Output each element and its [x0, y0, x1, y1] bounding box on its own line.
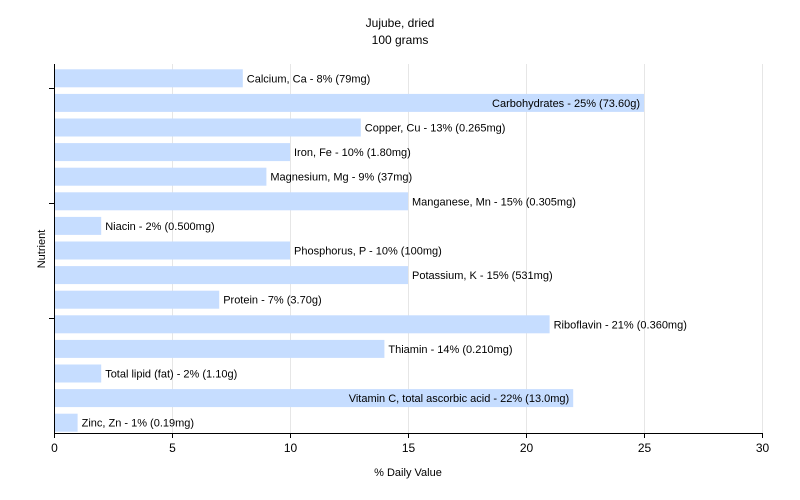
x-axis-label: % Daily Value [374, 467, 442, 479]
bar-label: Protein - 7% (3.70g) [223, 295, 321, 307]
bar-label: Zinc, Zn - 1% (0.19mg) [82, 418, 194, 430]
bar [55, 364, 102, 383]
bar [55, 241, 290, 260]
bar [55, 339, 385, 358]
bar [55, 266, 408, 285]
bar-label: Magnesium, Mg - 9% (37mg) [270, 172, 412, 184]
bar-label: Potassium, K - 15% (531mg) [412, 270, 553, 282]
bar-label: Thiamin - 14% (0.210mg) [388, 344, 512, 356]
bar-label: Copper, Cu - 13% (0.265mg) [365, 123, 506, 135]
chart-subtitle: 100 grams [371, 33, 429, 47]
bar [55, 315, 550, 334]
bar [55, 93, 644, 112]
bar [55, 143, 290, 162]
x-tick-label: 25 [638, 441, 652, 455]
bar [55, 192, 408, 211]
x-tick-label: 30 [756, 441, 770, 455]
x-tick-label: 5 [169, 441, 176, 455]
bar [55, 389, 574, 408]
y-axis-label: Nutrient [36, 230, 48, 269]
x-tick-label: 15 [402, 441, 416, 455]
bar-label: Total lipid (fat) - 2% (1.10g) [105, 369, 237, 381]
bar-label: Iron, Fe - 10% (1.80mg) [294, 147, 411, 159]
x-tick-label: 0 [51, 441, 58, 455]
chart-title: Jujube, dried [365, 16, 435, 30]
x-tick-label: 20 [520, 441, 534, 455]
bar [55, 290, 220, 309]
bar-label: Calcium, Ca - 8% (79mg) [247, 73, 370, 85]
bar-label: Niacin - 2% (0.500mg) [105, 221, 214, 233]
bar-label: Phosphorus, P - 10% (100mg) [294, 246, 442, 258]
bar [55, 118, 361, 137]
bar [55, 216, 102, 235]
bar [55, 413, 78, 432]
x-tick-label: 10 [284, 441, 298, 455]
bar [55, 69, 243, 88]
bar [55, 167, 267, 186]
bar-label: Riboflavin - 21% (0.360mg) [554, 319, 687, 331]
bar-label: Vitamin C, total ascorbic acid - 22% (13… [349, 393, 570, 405]
bar-label: Manganese, Mn - 15% (0.305mg) [412, 196, 576, 208]
bar-label: Carbohydrates - 25% (73.60g) [492, 98, 640, 110]
